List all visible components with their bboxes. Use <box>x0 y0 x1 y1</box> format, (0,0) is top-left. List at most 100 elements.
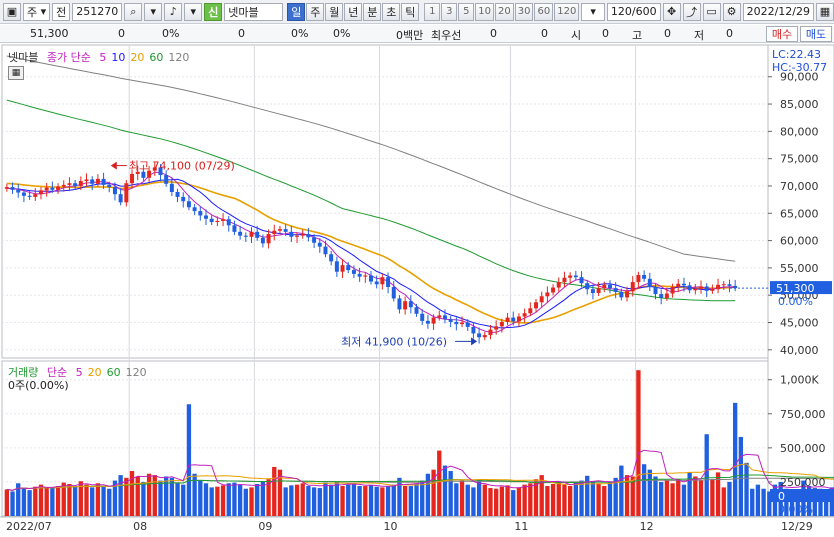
gear-icon[interactable]: ⚙ <box>722 2 741 21</box>
volume-bar <box>209 487 214 516</box>
dropdown-icon[interactable]: ▾ <box>144 2 163 21</box>
candle-body <box>613 288 618 292</box>
candle-body <box>192 207 197 212</box>
crosshair-icon[interactable]: ✥ <box>662 2 681 21</box>
volume-bar <box>789 490 795 516</box>
interval-button-10[interactable]: 10 <box>475 2 495 21</box>
open-value: 0 <box>602 27 609 40</box>
period-tab-6[interactable]: 틱 <box>401 2 420 21</box>
volume-bar <box>454 483 459 516</box>
volume-bar <box>95 483 101 516</box>
table-icon[interactable]: ▦ <box>8 66 24 80</box>
interval-button-120[interactable]: 120 <box>554 2 580 21</box>
high-arrow-head <box>110 161 117 170</box>
candle-body <box>226 219 231 226</box>
volume-bar <box>146 473 152 516</box>
volume-bar <box>84 484 89 516</box>
candle-body <box>522 313 527 317</box>
volume-bar <box>300 483 305 516</box>
count-field[interactable]: 120/600 <box>606 2 661 21</box>
volume-bar <box>744 462 749 516</box>
volume-bar <box>619 465 624 516</box>
candle-body <box>306 234 311 238</box>
volume-bar <box>562 484 567 516</box>
period-tab-3[interactable]: 년 <box>344 2 363 21</box>
market-select[interactable]: 주 ▾ <box>23 2 51 21</box>
volume-bar <box>573 482 578 516</box>
volume-ma-legend: 5 20 60 120 <box>76 366 152 379</box>
volume-tick-label: 500,000 <box>780 442 826 455</box>
candle-body <box>408 301 413 308</box>
volume-bar <box>266 479 271 516</box>
search-icon[interactable]: ⌕ <box>124 2 143 21</box>
volume-bar <box>596 483 601 516</box>
volume-bar <box>437 450 442 516</box>
interval-button-20[interactable]: 20 <box>495 2 514 21</box>
interval-button-60[interactable]: 60 <box>534 2 554 21</box>
volume-bar <box>414 483 419 516</box>
sell-button[interactable]: 매도 <box>800 26 832 42</box>
interval-button-30[interactable]: 30 <box>514 2 534 21</box>
period-tab-5[interactable]: 초 <box>382 2 401 21</box>
volume-bar <box>192 473 197 516</box>
candle-body <box>78 181 83 186</box>
speaker-icon[interactable]: ♪ <box>164 2 183 21</box>
volume-ma-20: 20 <box>87 366 102 379</box>
chart-axes: 90,000 85,000 80,000 75,000 70,000 65,000 60,0… <box>0 71 834 533</box>
price-ma-60: 60 <box>149 51 164 64</box>
candle-body <box>73 183 78 186</box>
calendar-icon[interactable]: ▦ <box>816 2 834 21</box>
volume-tick-label: 1,000K <box>780 374 819 387</box>
candle-body <box>670 287 675 294</box>
volume-bar <box>590 481 596 516</box>
volume-bar <box>499 486 505 516</box>
volume-bar <box>727 481 732 516</box>
volume-bar <box>732 402 738 516</box>
best-value-2: 0 <box>541 27 548 40</box>
period-tab-4[interactable]: 분 <box>363 2 382 21</box>
date-field[interactable]: 2022/12/29 <box>742 2 814 21</box>
volume-ma-60: 60 <box>106 366 121 379</box>
period-tab-2[interactable]: 월 <box>325 2 344 21</box>
candle-body <box>266 234 271 244</box>
period-tab-0[interactable]: 일 <box>287 2 306 21</box>
stock-code-input[interactable]: 251270 <box>72 2 123 21</box>
candle-body <box>596 288 601 294</box>
chevron-down-icon[interactable]: ▾ <box>184 2 203 21</box>
volume-bar <box>101 486 106 516</box>
volume-bar <box>420 480 425 516</box>
lc-hc-labels: LC:22.43 HC:-30.77 <box>772 48 827 74</box>
hc-label: HC:-30.77 <box>772 61 828 74</box>
price-ma-5: 5 <box>99 51 107 64</box>
candle-body <box>329 254 334 262</box>
save-icon[interactable]: ▭ <box>702 2 721 21</box>
period-tab-1[interactable]: 주 <box>306 2 325 21</box>
interval-button-5[interactable]: 5 <box>458 2 475 21</box>
stock-name-field[interactable]: 넷마블 <box>224 2 284 21</box>
volume-bar <box>693 476 698 516</box>
trend-icon[interactable]: ⤴ <box>682 2 701 21</box>
interval-button-1[interactable]: 1 <box>424 2 441 21</box>
volume-ma-20 <box>6 463 834 491</box>
candle-body <box>551 287 556 293</box>
volume-bar <box>425 473 431 516</box>
y-axis-area <box>767 44 834 517</box>
volume-bar <box>243 488 248 516</box>
candle-body <box>681 283 686 286</box>
volume-bar <box>715 472 721 516</box>
interval-input[interactable]: ▾ <box>581 2 605 21</box>
candle-body <box>534 302 538 309</box>
buy-button[interactable]: 매수 <box>766 26 798 42</box>
legend-stock-name: 넷마블 <box>8 51 39 64</box>
candle-body <box>221 219 226 221</box>
window-icon[interactable]: ▣ <box>3 2 21 21</box>
candle-body <box>699 286 704 289</box>
candle-body <box>158 167 163 176</box>
volume-bar <box>545 486 550 516</box>
interval-button-3[interactable]: 3 <box>441 2 458 21</box>
candle-body <box>642 274 647 279</box>
candle-body <box>374 281 379 285</box>
current-volume-pct: 0.00% <box>778 503 813 516</box>
candle-body <box>4 187 9 189</box>
